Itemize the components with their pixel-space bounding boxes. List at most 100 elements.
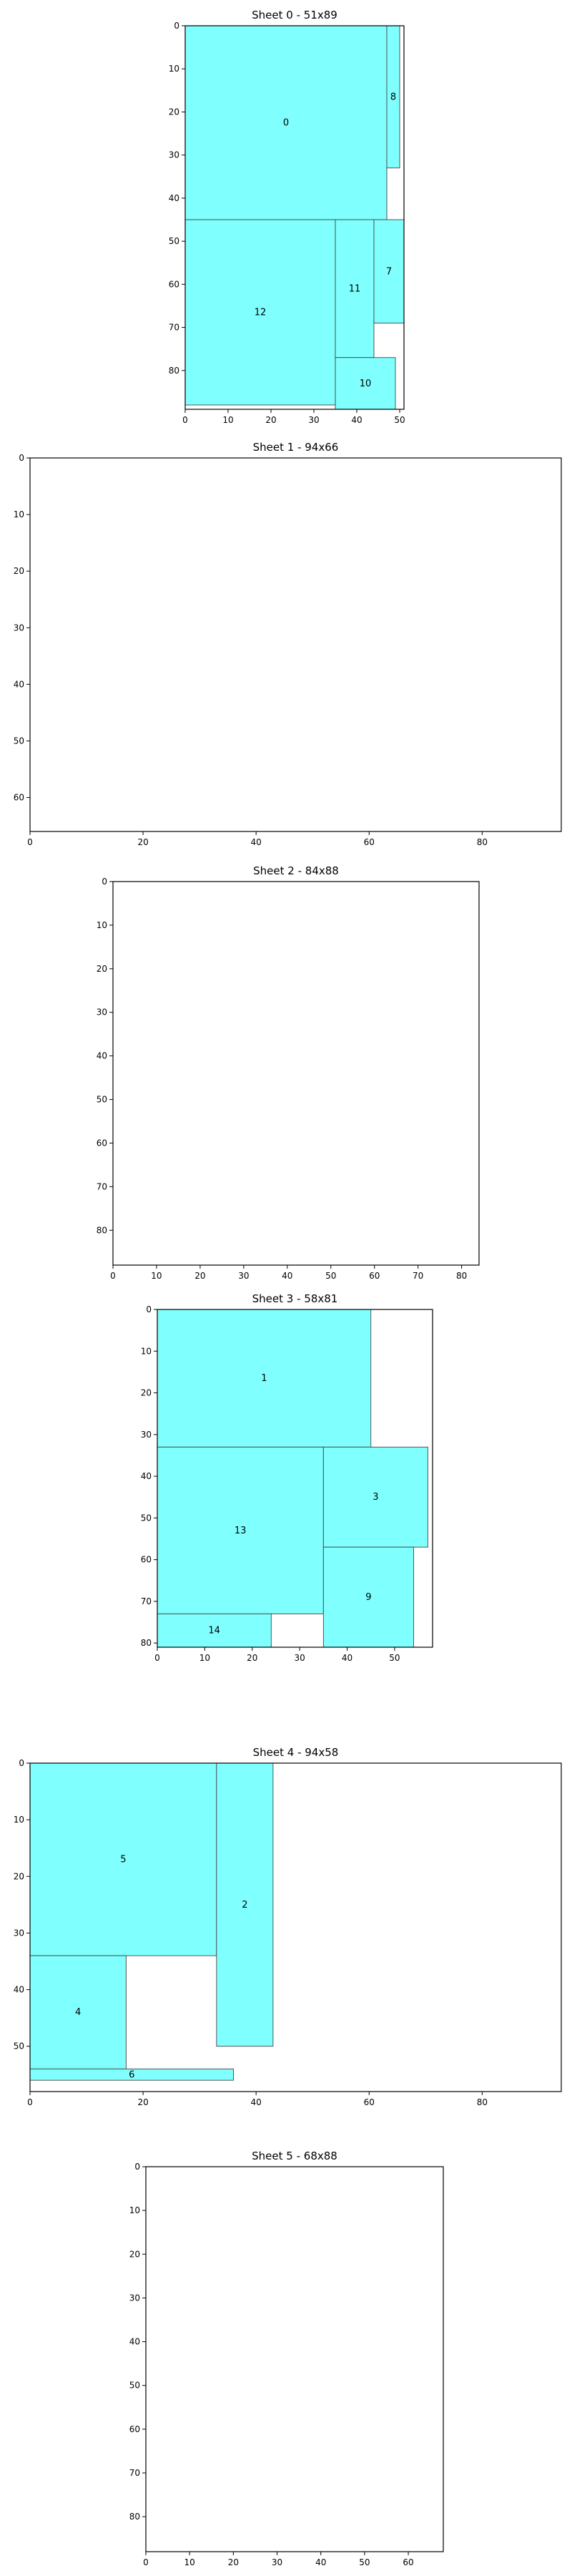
sheet-3-xtick-label: 50 — [389, 1653, 400, 1663]
sheet-1-frame — [29, 457, 562, 832]
sheet-1-xtick-label: 0 — [27, 837, 33, 847]
sheet-1-ytick-label: 50 — [14, 736, 24, 746]
sheet-3-ytick-label: 80 — [141, 1638, 152, 1648]
sheet-0-chart: Sheet 0 - 51x89 0 8 12 11 7 10 0 10 20 30 40 50 0 10 20… — [169, 9, 405, 425]
sheet-3-xtick-label: 40 — [342, 1653, 352, 1663]
sheet-0-ytick-label: 80 — [169, 366, 179, 376]
sheet-2-xtick-label: 10 — [151, 1271, 162, 1281]
sheet-2-ytick-label: 10 — [97, 920, 107, 930]
sheet-4-piece-label-2: 2 — [242, 1900, 247, 1911]
sheet-2-xtick-label: 50 — [325, 1271, 336, 1281]
sheet-4-xtick-label: 40 — [251, 2097, 262, 2107]
sheet-2-ytick-label: 20 — [97, 964, 107, 974]
sheet-3-piece-3 — [322, 1446, 428, 1548]
sheet-2-title: Sheet 2 - 84x88 — [253, 864, 339, 877]
sheet-0-ytick-label: 10 — [169, 64, 179, 74]
sheet-2-frame — [112, 881, 480, 1266]
sheet-4-ytick-label: 10 — [14, 1815, 24, 1825]
sheet-1-ytick-label: 30 — [14, 623, 24, 633]
sheet-5-xtick-label: 30 — [272, 2557, 282, 2567]
sheet-4-ytick-label: 30 — [14, 1928, 24, 1938]
sheet-5-ytick-label: 80 — [129, 2512, 140, 2522]
sheet-3-piece-label-13: 13 — [235, 1526, 247, 1536]
sheet-3-piece-label-3: 3 — [373, 1492, 378, 1503]
sheet-4-piece-2 — [216, 1762, 274, 2047]
sheet-5-ytick-label: 50 — [129, 2381, 140, 2391]
sheet-5-frame — [145, 2166, 444, 2552]
sheet-1-xtick-label: 40 — [251, 837, 262, 847]
sheet-5-xtick-label: 0 — [143, 2557, 149, 2567]
sheet-4-ytick-label: 50 — [14, 2041, 24, 2051]
sheet-2-ytick-label: 50 — [97, 1095, 107, 1105]
sheet-4-piece-5 — [29, 1762, 217, 1956]
sheet-2-xtick-label: 0 — [110, 1271, 116, 1281]
sheet-3-ytick-label: 0 — [146, 1304, 152, 1314]
sheet-4-piece-label-5: 5 — [120, 1855, 126, 1865]
sheet-5-chart: Sheet 5 - 68x88 0 10 20 30 40 50 60 0 10 20 30 40 50 6… — [129, 2150, 444, 2567]
sheet-0-piece-12 — [184, 219, 336, 406]
sheet-4-ytick-label: 40 — [14, 1985, 24, 1995]
sheet-3-xtick-label: 10 — [199, 1653, 210, 1663]
sheet-5-xtick-label: 20 — [228, 2557, 239, 2567]
sheet-3-piece-9 — [322, 1546, 414, 1648]
sheet-4-xtick-label: 60 — [364, 2097, 375, 2107]
sheet-5-ytick-label: 0 — [134, 2162, 140, 2172]
sheet-4-title: Sheet 4 - 94x58 — [253, 1746, 339, 1759]
sheet-0-xtick-label: 30 — [308, 415, 319, 425]
sheet-0-ytick-label: 30 — [169, 150, 179, 160]
sheet-2-ytick-label: 80 — [97, 1225, 107, 1235]
sheet-1-xtick-label: 60 — [364, 837, 375, 847]
sheet-3-piece-13 — [157, 1446, 324, 1614]
sheet-0-piece-label-11: 11 — [349, 283, 361, 294]
sheet-3-ytick-label: 40 — [141, 1471, 152, 1481]
sheet-3-ytick-label: 50 — [141, 1513, 152, 1523]
sheet-4-frame — [29, 1762, 562, 2092]
sheet-5-ytick-label: 10 — [129, 2205, 140, 2215]
sheet-0-xtick-label: 50 — [394, 415, 405, 425]
sheet-5-xtick-label: 40 — [315, 2557, 326, 2567]
sheet-0-ytick-label: 40 — [169, 193, 179, 203]
sheet-0-piece-7 — [373, 219, 405, 324]
sheet-4-piece-4 — [29, 1955, 127, 2069]
sheet-1-ytick-label: 40 — [14, 679, 24, 689]
sheet-4-xtick-label: 20 — [137, 2097, 148, 2107]
sheet-4-ytick-label: 20 — [14, 1871, 24, 1881]
sheet-1-chart: Sheet 1 - 94x66 0 20 40 60 80 0 10 20 30 40 50 60 — [14, 441, 562, 847]
sheet-5-ytick-label: 70 — [129, 2468, 140, 2478]
sheet-4-xtick-label: 0 — [27, 2097, 33, 2107]
sheet-3-piece-1 — [157, 1309, 372, 1448]
sheet-0-piece-label-8: 8 — [390, 92, 396, 102]
sheet-0-ytick-label: 50 — [169, 236, 179, 246]
sheet-3-piece-label-1: 1 — [261, 1373, 267, 1384]
sheet-5-ytick-label: 60 — [129, 2424, 140, 2434]
sheet-0-xtick-label: 10 — [222, 415, 233, 425]
sheet-0-piece-0 — [184, 25, 388, 220]
sheet-3-xtick-label: 20 — [247, 1653, 257, 1663]
sheet-4-piece-label-4: 4 — [75, 2007, 81, 2018]
sheet-0-ytick-label: 70 — [169, 323, 179, 333]
sheet-1-ytick-label: 20 — [14, 566, 24, 576]
sheet-0-ytick-label: 0 — [174, 21, 179, 31]
sheet-1-ytick-label: 10 — [14, 509, 24, 519]
sheet-5-ytick-label: 40 — [129, 2337, 140, 2347]
sheet-3-ytick-label: 30 — [141, 1430, 152, 1440]
sheet-1-title: Sheet 1 - 94x66 — [253, 441, 339, 454]
sheet-0-ytick-label: 20 — [169, 107, 179, 117]
sheet-0-xtick-label: 40 — [351, 415, 362, 425]
sheet-2-ytick-label: 60 — [97, 1138, 107, 1148]
sheet-0-title: Sheet 0 - 51x89 — [252, 9, 337, 21]
sheet-2-chart: Sheet 2 - 84x88 0 10 20 30 40 50 60 70 80 0 10 20 30 4… — [97, 864, 480, 1281]
sheet-3-ytick-label: 10 — [141, 1346, 152, 1356]
sheet-2-xtick-label: 30 — [238, 1271, 249, 1281]
sheet-4-xtick-label: 80 — [477, 2097, 488, 2107]
sheet-0-piece-label-0: 0 — [283, 118, 289, 129]
sheet-3-ytick-label: 70 — [141, 1596, 152, 1606]
sheet-0-ytick-label: 60 — [169, 279, 179, 289]
sheet-0-piece-label-10: 10 — [360, 379, 372, 389]
sheet-1-ytick-label: 60 — [14, 793, 24, 803]
sheet-2-xtick-label: 60 — [369, 1271, 380, 1281]
sheet-5-ytick-label: 20 — [129, 2249, 140, 2259]
sheet-3-ytick-label: 60 — [141, 1555, 152, 1565]
sheet-5-xtick-label: 50 — [359, 2557, 370, 2567]
